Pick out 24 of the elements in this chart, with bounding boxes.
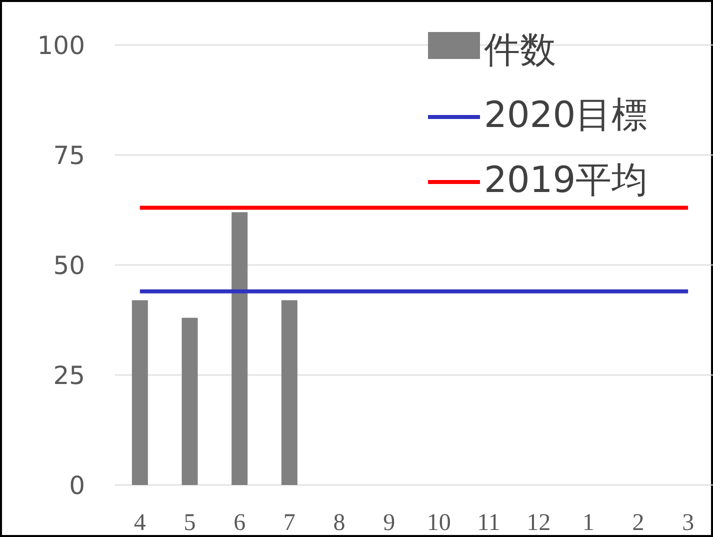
y-tick-label: 50: [53, 251, 85, 280]
x-tick-label: 5: [184, 510, 196, 536]
legend-label: 2020目標: [484, 95, 648, 136]
x-tick-label: 7: [283, 510, 296, 536]
legend-label: 件数: [484, 30, 556, 71]
x-tick-label: 2: [632, 510, 644, 536]
bar: [232, 212, 248, 485]
x-tick-label: 1: [582, 510, 594, 536]
bar: [281, 300, 298, 485]
y-tick-label: 100: [37, 31, 85, 60]
y-tick-label: 0: [69, 471, 85, 500]
x-tick-label: 3: [682, 510, 694, 536]
x-tick-label: 11: [477, 510, 500, 536]
x-tick-label: 9: [383, 510, 396, 536]
bar: [132, 300, 148, 485]
bar: [182, 318, 198, 485]
x-tick-label: 12: [526, 510, 551, 536]
x-tick-label: 10: [426, 510, 451, 536]
legend-label: 2019平均: [484, 160, 648, 201]
x-tick-label: 6: [234, 510, 246, 536]
x-tick-label: 8: [333, 510, 346, 536]
y-tick-label: 75: [53, 141, 85, 170]
y-tick-label: 25: [53, 361, 85, 390]
x-tick-label: 4: [134, 510, 146, 536]
